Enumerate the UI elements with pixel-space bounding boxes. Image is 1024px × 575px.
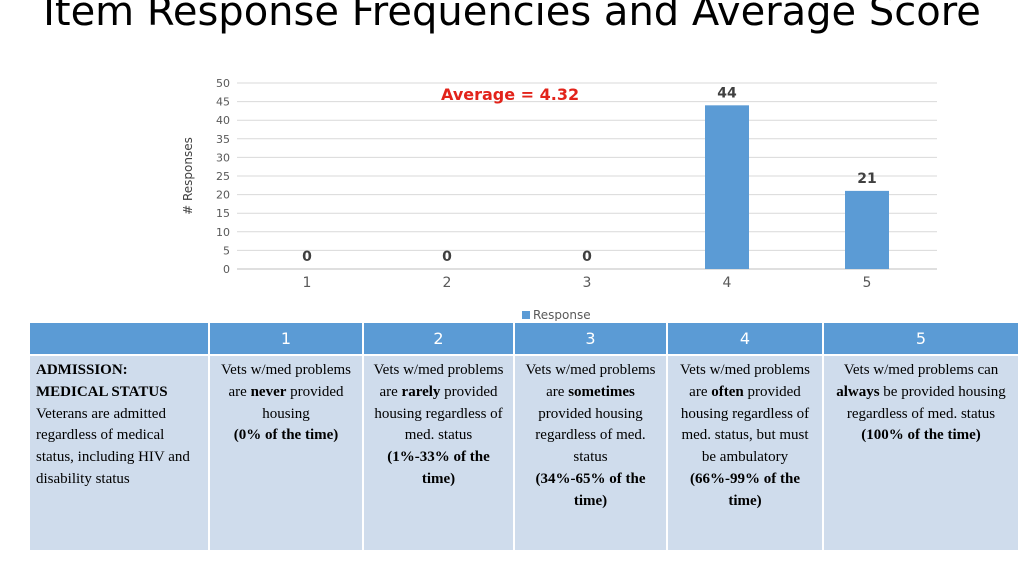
y-tick-label: 30: [216, 151, 230, 164]
y-tick-label: 45: [216, 96, 230, 109]
x-tick-label: 3: [583, 275, 592, 291]
x-tick-label: 5: [863, 275, 872, 291]
table-row: ADMISSION: MEDICAL STATUS Veterans are a…: [28, 354, 1020, 552]
y-tick-label: 0: [223, 263, 230, 276]
y-tick-label: 15: [216, 207, 230, 220]
table-header-blank: [28, 321, 210, 356]
table-header-4: 4: [666, 321, 824, 356]
table-header-1: 1: [208, 321, 364, 356]
y-tick-label: 35: [216, 133, 230, 146]
bar: [845, 190, 889, 269]
scale-cell-4: Vets w/med problems are often provided h…: [666, 354, 824, 552]
cell-5-pre: Vets w/med problems can: [843, 362, 999, 378]
cell-2-range: (1%-33% of the time): [387, 449, 490, 487]
y-tick-label: 50: [216, 77, 230, 90]
item-description-cell: ADMISSION: MEDICAL STATUS Veterans are a…: [28, 354, 210, 552]
cell-5-post: be provided housing regardless of med. s…: [846, 383, 1006, 422]
cell-4-pre: Vets w/med problems are: [680, 362, 810, 400]
cell-2-pre: Vets w/med problems are: [373, 362, 504, 400]
x-tick-label: 4: [723, 275, 732, 291]
data-label: 0: [302, 249, 312, 265]
scale-table: 1 2 3 4 5 ADMISSION: MEDICAL STATUS Vete…: [28, 321, 1020, 552]
table-header-2: 2: [362, 321, 515, 356]
scale-cell-2: Vets w/med problems are rarely provided …: [362, 354, 515, 552]
table-header-3: 3: [513, 321, 668, 356]
legend-label: Response: [533, 308, 591, 322]
cell-3-post: provided housing regardless of med. stat…: [535, 405, 646, 466]
scale-cell-3: Vets w/med problems are sometimes provid…: [513, 354, 668, 552]
scale-cell-1: Vets w/med problems are never provided h…: [208, 354, 364, 552]
y-axis-label: # Responses: [181, 137, 195, 215]
cell-5-key: always: [836, 383, 880, 400]
data-label: 21: [857, 171, 876, 187]
y-tick-label: 25: [216, 170, 230, 183]
scale-cell-5: Vets w/med problems can always be provid…: [822, 354, 1020, 552]
cell-2-key: rarely: [401, 383, 441, 400]
data-label: 0: [442, 249, 452, 265]
page-title: Item Response Frequencies and Average Sc…: [43, 0, 981, 35]
cell-3-key: sometimes: [568, 383, 635, 400]
average-annotation: Average = 4.32: [441, 85, 580, 104]
y-tick-label: 10: [216, 226, 230, 239]
x-tick-label: 1: [303, 275, 312, 291]
cell-1-range: (0% of the time): [233, 427, 339, 444]
cell-3-range: (34%-65% of the time): [535, 470, 646, 509]
cell-4-range: (66%-99% of the time): [690, 470, 800, 509]
cell-1-pre: Vets w/med problems are: [221, 362, 351, 400]
cell-3-pre: Vets w/med problems are: [525, 362, 656, 400]
cell-4-post: provided housing regardless of med. stat…: [680, 383, 810, 466]
bar: [705, 105, 749, 269]
table-header-row: 1 2 3 4 5: [28, 321, 1020, 356]
cell-1-key: never: [250, 383, 287, 400]
data-label: 44: [717, 85, 737, 101]
cell-2-post: provided housing regardless of med. stat…: [374, 383, 503, 444]
cell-1-post: provided housing: [262, 383, 344, 422]
item-text: Veterans are admitted regardless of medi…: [36, 405, 190, 487]
x-tick-label: 2: [443, 275, 452, 291]
table-header-5: 5: [822, 321, 1020, 356]
cell-4-key: often: [711, 383, 744, 400]
legend-swatch: [522, 311, 530, 319]
y-tick-label: 5: [223, 244, 230, 257]
data-label: 0: [582, 249, 592, 265]
y-tick-label: 20: [216, 189, 230, 202]
cell-5-range: (100% of the time): [861, 427, 981, 444]
y-tick-label: 40: [216, 114, 230, 127]
item-title: ADMISSION: MEDICAL STATUS: [36, 362, 168, 400]
